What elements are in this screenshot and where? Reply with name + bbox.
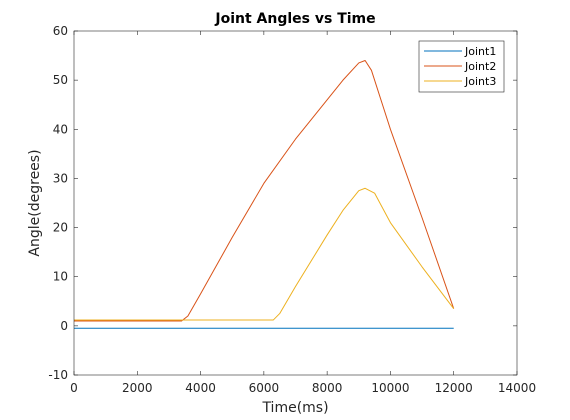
y-tick-label: 0 xyxy=(60,319,68,333)
y-tick-label: 30 xyxy=(53,171,68,185)
axes-box xyxy=(73,30,518,376)
legend: Joint1 Joint2 Joint3 xyxy=(418,40,505,93)
x-tick-label: 8000 xyxy=(312,381,343,395)
x-tick-label: 14000 xyxy=(498,381,536,395)
x-tick-label: 10000 xyxy=(371,381,409,395)
x-axis-label: Time(ms) xyxy=(261,400,328,416)
legend-label-joint2: Joint2 xyxy=(464,60,496,73)
legend-label-joint3: Joint3 xyxy=(464,75,496,88)
y-tick-label: 40 xyxy=(53,122,68,136)
x-tick-label: 4000 xyxy=(185,381,216,395)
y-tick-label: 20 xyxy=(53,221,68,235)
x-tick-label: 2000 xyxy=(122,381,153,395)
chart-title: Joint Angles vs Time xyxy=(214,11,375,27)
series-line-joint3 xyxy=(74,187,455,321)
y-tick-label: -10 xyxy=(48,368,68,382)
x-tick-label: 12000 xyxy=(435,381,473,395)
y-axis-label: Angle(degrees) xyxy=(27,149,43,256)
legend-label-joint1: Joint1 xyxy=(464,45,496,58)
y-tick-label: 50 xyxy=(53,73,68,87)
y-tick-label: 60 xyxy=(53,24,68,38)
legend-entries: Joint1 Joint2 Joint3 xyxy=(424,45,496,88)
y-tick-label: 10 xyxy=(53,270,68,284)
tick-layer: 0 2000 4000 6000 8000 10000 12000 14000-1001020… xyxy=(48,24,536,395)
series-layer xyxy=(74,59,455,329)
series-line-joint2 xyxy=(74,59,455,322)
x-tick-label: 0 xyxy=(70,381,78,395)
x-tick-label: 6000 xyxy=(249,381,280,395)
